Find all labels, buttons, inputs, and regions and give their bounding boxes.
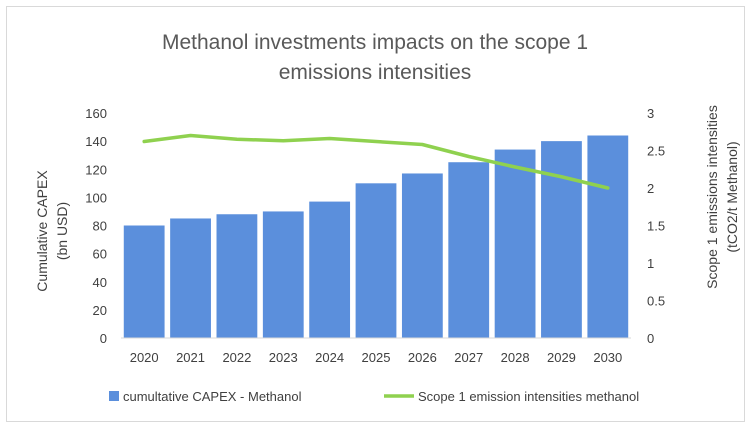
y-left-tick-label: 100 bbox=[85, 190, 107, 205]
line-series bbox=[142, 133, 610, 190]
x-tick-label: 2021 bbox=[176, 350, 205, 365]
y-right-tick-label: 2 bbox=[647, 181, 654, 196]
bar-2022 bbox=[216, 214, 258, 338]
line-scope1-intensity bbox=[142, 133, 610, 190]
chart-title-line-1: Methanol investments impacts on the scop… bbox=[162, 31, 588, 54]
bar-2020 bbox=[123, 225, 165, 338]
bar-2029 bbox=[541, 141, 582, 339]
bar-2024 bbox=[309, 201, 351, 338]
y-right-tick-label: 0.5 bbox=[647, 294, 665, 309]
chart-title-line-2: emissions intensities bbox=[279, 61, 472, 84]
x-tick-label: 2027 bbox=[454, 350, 483, 365]
chart-frame: Methanol investments impacts on the scop… bbox=[6, 6, 745, 422]
y-right-ticks: 0 0.5 1 1.5 2 2.5 3 bbox=[647, 106, 665, 346]
y-left-ticks: 0 20 40 60 80 100 120 140 160 bbox=[85, 106, 107, 346]
bar-2025 bbox=[355, 183, 397, 338]
y-left-tick-label: 20 bbox=[93, 303, 107, 318]
x-tick-label: 2026 bbox=[408, 350, 437, 365]
y-left-tick-label: 160 bbox=[85, 106, 107, 121]
bar-2026 bbox=[401, 173, 443, 338]
legend: cumultative CAPEX - Methanol Scope 1 emi… bbox=[109, 389, 639, 404]
x-tick-label: 2025 bbox=[362, 350, 391, 365]
y-right-tick-label: 0 bbox=[647, 331, 654, 346]
bar-2028 bbox=[494, 149, 536, 338]
x-tick-label: 2022 bbox=[222, 350, 251, 365]
y-left-tick-label: 80 bbox=[93, 219, 107, 234]
y-right-tick-label: 3 bbox=[647, 106, 654, 121]
y-left-axis-title-line-2: (bn USD) bbox=[54, 202, 70, 260]
bar-2030 bbox=[587, 135, 629, 338]
y-left-tick-label: 60 bbox=[93, 247, 107, 262]
x-tick-label: 2020 bbox=[130, 350, 159, 365]
y-left-tick-label: 40 bbox=[93, 275, 107, 290]
x-tick-label: 2024 bbox=[315, 350, 344, 365]
x-tick-label: 2023 bbox=[269, 350, 298, 365]
chart-svg: Methanol investments impacts on the scop… bbox=[34, 31, 740, 404]
x-tick-label: 2030 bbox=[593, 350, 622, 365]
y-left-tick-label: 140 bbox=[85, 134, 107, 149]
bar-2021 bbox=[170, 218, 211, 338]
x-tick-label: 2029 bbox=[547, 350, 576, 365]
y-left-tick-label: 120 bbox=[85, 162, 107, 177]
bar-series bbox=[123, 135, 629, 339]
y-right-axis-title-line-1: Scope 1 emissions intensities bbox=[704, 105, 720, 289]
y-right-tick-label: 1 bbox=[647, 256, 654, 271]
y-right-tick-label: 2.5 bbox=[647, 144, 665, 159]
legend-swatch-capex bbox=[109, 391, 119, 401]
y-right-tick-label: 1.5 bbox=[647, 219, 665, 234]
bar-2027 bbox=[448, 162, 490, 338]
x-ticks: 2020 2021 2022 2023 2024 2025 2026 2027 2028 2029… bbox=[130, 350, 623, 365]
y-left-axis-title-line-1: Cumulative CAPEX bbox=[34, 170, 50, 292]
legend-label-capex: cumultative CAPEX - Methanol bbox=[123, 389, 302, 404]
legend-label-intensity: Scope 1 emission intensities methanol bbox=[418, 389, 639, 404]
bar-2023 bbox=[262, 211, 304, 338]
y-right-axis-title-line-2: (tCO2/t Methanol) bbox=[724, 141, 740, 252]
y-left-tick-label: 0 bbox=[100, 331, 107, 346]
x-tick-label: 2028 bbox=[501, 350, 530, 365]
